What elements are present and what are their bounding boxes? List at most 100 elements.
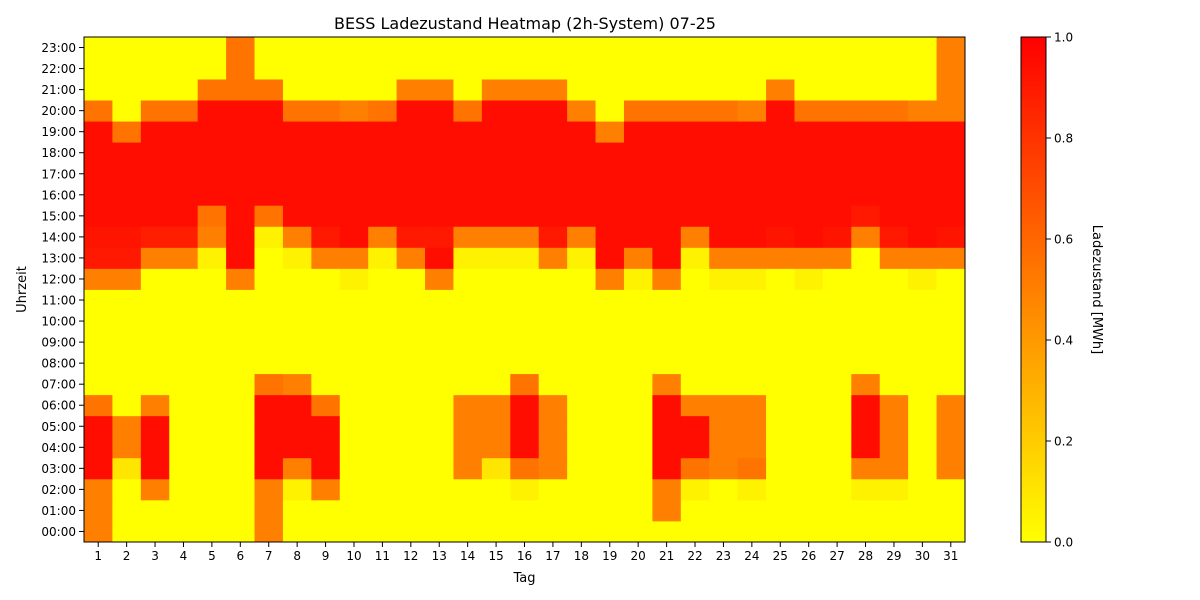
- heatmap-cell: [481, 268, 511, 290]
- heatmap-cell: [510, 163, 540, 185]
- heatmap-cell: [453, 226, 483, 248]
- y-tick-label: 08:00: [41, 357, 76, 371]
- heatmap-cell: [709, 394, 739, 417]
- heatmap-cell: [879, 499, 909, 522]
- heatmap-cell: [282, 58, 312, 80]
- heatmap-cell: [311, 58, 341, 80]
- heatmap-cell: [766, 142, 795, 164]
- heatmap-cell: [680, 58, 710, 80]
- x-tick-label: 19: [602, 549, 617, 563]
- heatmap-cell: [169, 457, 199, 480]
- heatmap-cell: [282, 373, 312, 396]
- heatmap-cell: [169, 436, 199, 459]
- heatmap-cell: [197, 436, 227, 459]
- x-tick-label: 10: [346, 549, 361, 563]
- heatmap-cell: [936, 457, 966, 480]
- heatmap-cell: [282, 415, 312, 438]
- heatmap-cell: [623, 268, 653, 290]
- heatmap-cell: [879, 394, 909, 417]
- heatmap-cell: [311, 415, 341, 438]
- heatmap-cell: [254, 58, 284, 80]
- heatmap-cell: [595, 58, 625, 80]
- heatmap-cell: [112, 58, 142, 80]
- heatmap-cell: [197, 352, 227, 375]
- heatmap-cell: [226, 331, 255, 354]
- heatmap-cell: [140, 268, 170, 290]
- heatmap-cell: [822, 100, 852, 122]
- heatmap-cell: [794, 184, 824, 206]
- heatmap-cell: [595, 247, 625, 269]
- heatmap-cell: [680, 310, 710, 332]
- heatmap-cell: [794, 163, 824, 185]
- heatmap-cell: [282, 100, 312, 122]
- heatmap-cell: [908, 247, 937, 269]
- heatmap-cell: [112, 373, 142, 396]
- heatmap-cell: [623, 499, 653, 522]
- heatmap-cell: [481, 352, 511, 375]
- heatmap-cell: [652, 79, 682, 101]
- x-tick-label: 28: [858, 549, 873, 563]
- heatmap-cell: [936, 121, 966, 143]
- heatmap-cell: [538, 226, 568, 248]
- heatmap-cell: [311, 289, 341, 311]
- heatmap-cell: [282, 247, 312, 269]
- heatmap-cell: [737, 58, 767, 80]
- heatmap-cell: [311, 331, 341, 354]
- heatmap-cell: [766, 394, 795, 417]
- heatmap-cell: [652, 436, 682, 459]
- x-tick-label: 1: [94, 549, 102, 563]
- heatmap-cell: [481, 100, 511, 122]
- heatmap-cell: [425, 205, 454, 227]
- heatmap-cell: [879, 100, 909, 122]
- heatmap-cell: [851, 163, 881, 185]
- colorbar: [1020, 36, 1047, 543]
- heatmap-cell: [226, 205, 255, 227]
- heatmap-cell: [595, 310, 625, 332]
- heatmap-cell: [368, 163, 398, 185]
- heatmap-cell: [226, 499, 255, 522]
- heatmap-cell: [396, 184, 426, 206]
- heatmap-cell: [169, 163, 199, 185]
- heatmap-cell: [339, 436, 369, 459]
- x-tick-label: 29: [886, 549, 901, 563]
- heatmap-cell: [197, 37, 227, 59]
- heatmap-cell: [254, 184, 284, 206]
- heatmap-cell: [425, 226, 454, 248]
- heatmap-cell: [282, 352, 312, 375]
- heatmap-cell: [368, 436, 398, 459]
- heatmap-cell: [652, 499, 682, 522]
- x-tick-label: 16: [517, 549, 532, 563]
- heatmap-cell: [481, 142, 511, 164]
- heatmap-cell: [84, 37, 113, 59]
- heatmap-cell: [794, 310, 824, 332]
- heatmap-cell: [851, 100, 881, 122]
- heatmap-cell: [851, 184, 881, 206]
- heatmap-cell: [936, 58, 966, 80]
- heatmap-cell: [396, 478, 426, 501]
- heatmap-cell: [311, 121, 341, 143]
- heatmap-cell: [510, 184, 540, 206]
- heatmap-cell: [140, 205, 170, 227]
- heatmap-cell: [140, 79, 170, 101]
- heatmap-cell: [425, 268, 454, 290]
- heatmap-cell: [822, 58, 852, 80]
- heatmap-cell: [197, 247, 227, 269]
- heatmap-cell: [567, 436, 596, 459]
- heatmap-cell: [851, 352, 881, 375]
- x-tick-label: 21: [659, 549, 674, 563]
- heatmap-cell: [453, 310, 483, 332]
- heatmap-cell: [396, 394, 426, 417]
- heatmap-cell: [623, 79, 653, 101]
- heatmap-cell: [453, 79, 483, 101]
- heatmap-cell: [112, 289, 142, 311]
- heatmap-cell: [538, 247, 568, 269]
- heatmap-cell: [425, 58, 454, 80]
- heatmap-cell: [396, 100, 426, 122]
- heatmap-cell: [567, 289, 596, 311]
- heatmap-cell: [794, 478, 824, 501]
- heatmap-cell: [84, 289, 113, 311]
- heatmap-cell: [623, 331, 653, 354]
- heatmap-cell: [84, 331, 113, 354]
- heatmap-cell: [766, 331, 795, 354]
- heatmap-cell: [282, 331, 312, 354]
